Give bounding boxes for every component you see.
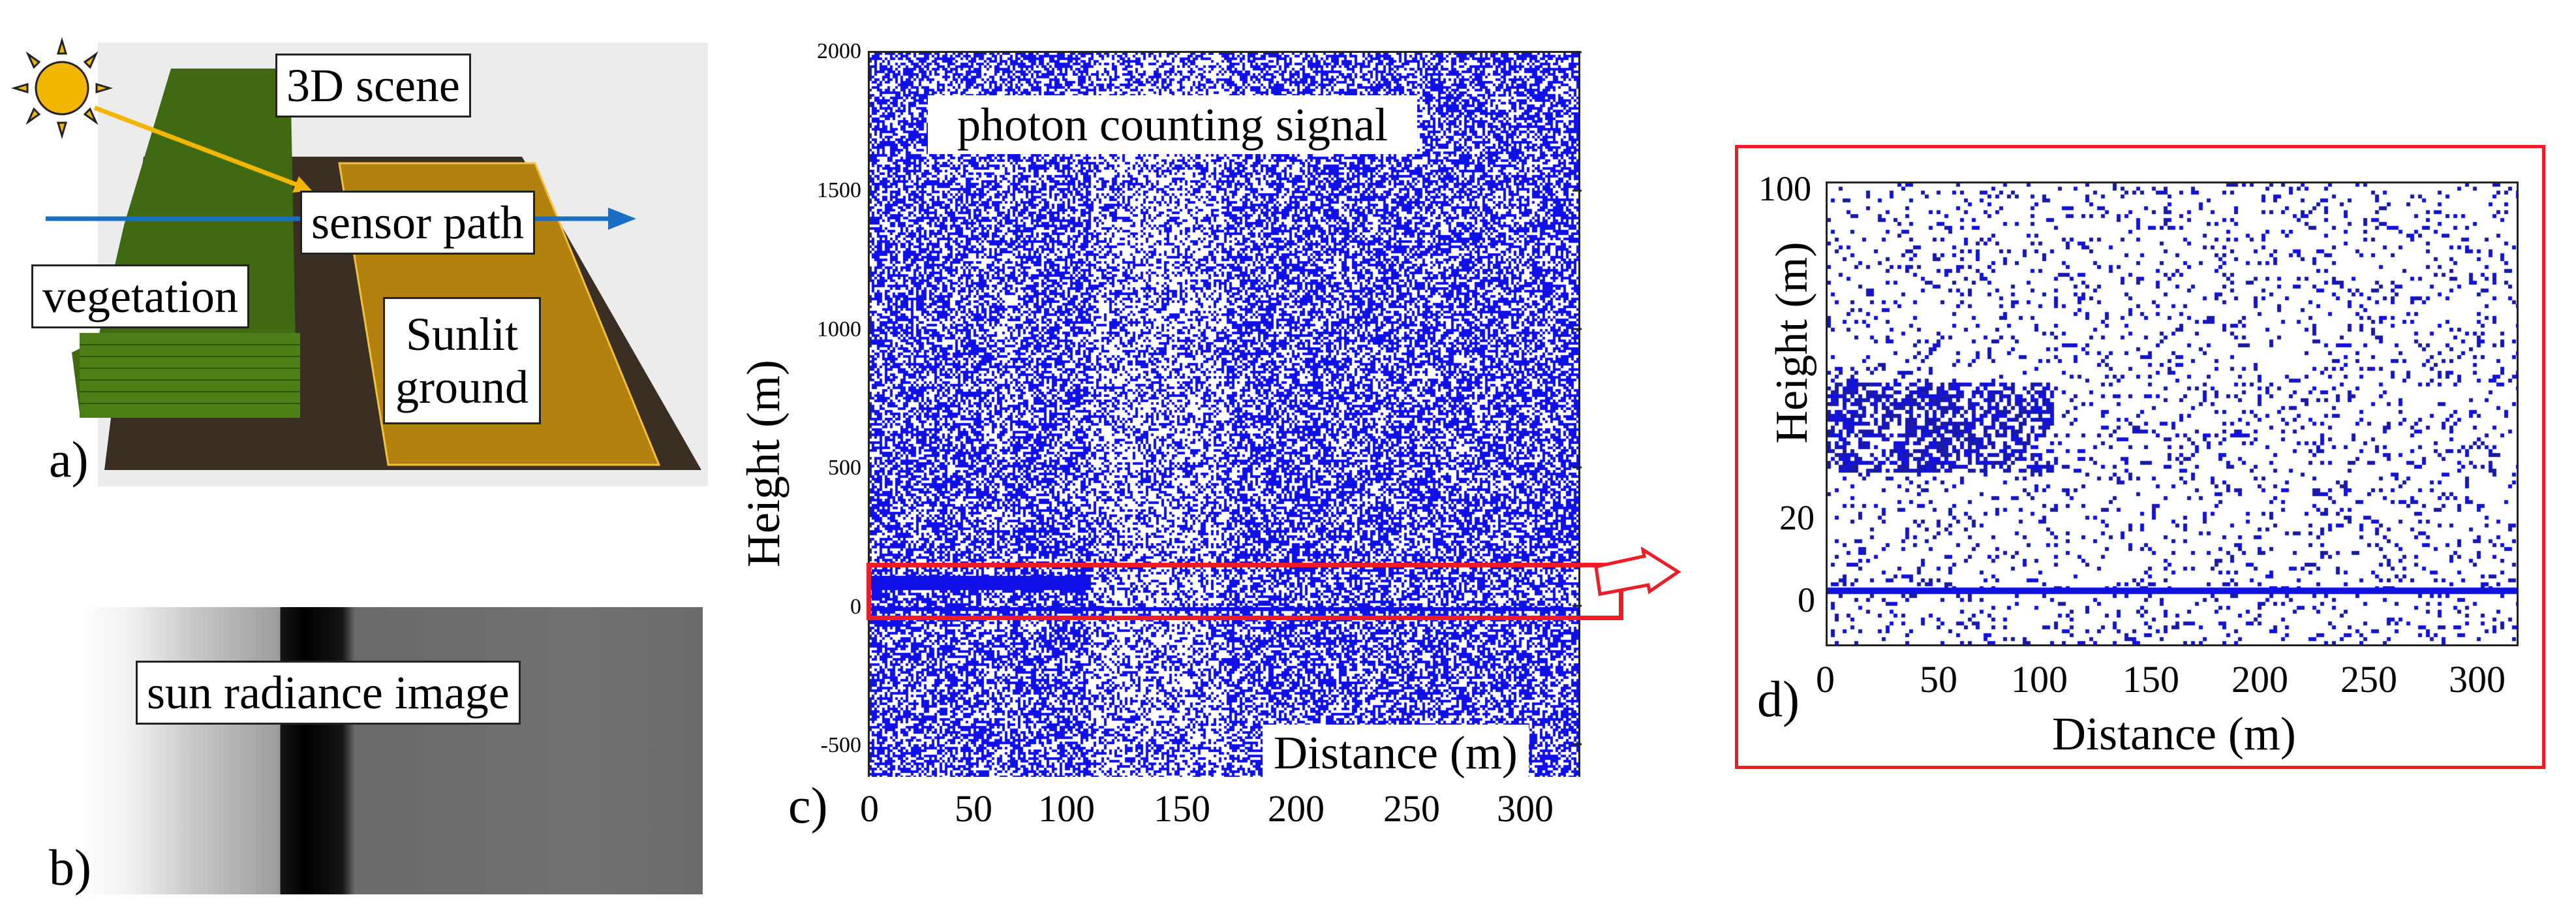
scene-label: 3D scene: [275, 54, 471, 118]
photon-scatter-plot: [869, 52, 1580, 777]
x-tick-100: 100: [1038, 787, 1095, 830]
x-tick-0: 0: [860, 787, 879, 830]
x-tick-100: 100: [2011, 658, 2068, 700]
vegetation-block: [72, 69, 297, 418]
sensor-path-label: sensor path: [300, 191, 535, 255]
sunlit-ground-label-line2: ground: [395, 360, 529, 413]
panel-c: 2000 1500 1000 500 0 -500 0 50 100 150 2…: [718, 0, 1696, 912]
sun-icon: [10, 37, 114, 140]
y-tick-1000: 1000: [817, 317, 861, 341]
panel-a: 3D scene sensor path vegetation Sunlit g…: [0, 0, 718, 496]
panel-d: 100 20 0 0 50 100 150 200 250 300 Height…: [1732, 144, 2551, 770]
zoom-highlight-box: [866, 563, 1623, 620]
right-axis-ticks: [1572, 51, 1582, 746]
x-tick-150: 150: [2123, 658, 2179, 700]
x-tick-50: 50: [955, 787, 992, 830]
plot-c-title: photon counting signal: [928, 95, 1417, 154]
x-axis-label: Distance (m): [2052, 708, 2296, 760]
x-tick-200: 200: [2231, 658, 2288, 700]
x-axis-label: Distance (m): [1263, 725, 1529, 781]
y-tick-1500: 1500: [817, 178, 861, 202]
sunlit-ground-label: Sunlit ground: [383, 297, 541, 425]
sun-radiance-image: [82, 607, 703, 894]
panel-d-letter: d): [1757, 670, 1800, 727]
y-tick-2000: 2000: [817, 39, 861, 63]
vegetation-label: vegetation: [31, 264, 249, 328]
x-tick-200: 200: [1268, 787, 1325, 830]
sun-ray-arrow: [93, 105, 312, 193]
plot-c-frame: [868, 51, 1580, 777]
panel-b-letter: b): [49, 839, 91, 896]
sun-radiance-label: sun radiance image: [136, 661, 521, 725]
y-axis-label: Height (m): [1767, 242, 1817, 444]
vegetation-front: [80, 333, 300, 418]
panel-c-letter: c): [788, 777, 828, 834]
x-tick-0: 0: [1816, 658, 1835, 700]
panel-d-frame: [1735, 145, 2545, 769]
y-tick-0: 0: [1798, 580, 1815, 620]
panel-a-letter: a): [49, 431, 89, 488]
y-tick-20: 20: [1779, 498, 1815, 537]
plot-d-frame: [1826, 181, 2519, 646]
y-tick-100: 100: [1758, 169, 1811, 208]
x-tick-50: 50: [1920, 658, 1957, 700]
y-tick-0: 0: [850, 595, 861, 619]
sunlit-ground-label-line1: Sunlit: [405, 308, 519, 360]
photon-scatter-zoom: [1827, 183, 2517, 645]
x-tick-250: 250: [2340, 658, 2397, 700]
zoom-arrow-icon: [1594, 547, 1681, 596]
y-axis-label: Height (m): [737, 360, 790, 567]
x-tick-150: 150: [1154, 787, 1210, 830]
x-tick-300: 300: [2449, 658, 2506, 700]
x-tick-300: 300: [1497, 787, 1554, 830]
panel-b: sun radiance image b): [0, 588, 718, 912]
x-tick-250: 250: [1383, 787, 1440, 830]
y-tick-500: 500: [828, 456, 861, 480]
y-tick-neg500: -500: [820, 733, 861, 757]
